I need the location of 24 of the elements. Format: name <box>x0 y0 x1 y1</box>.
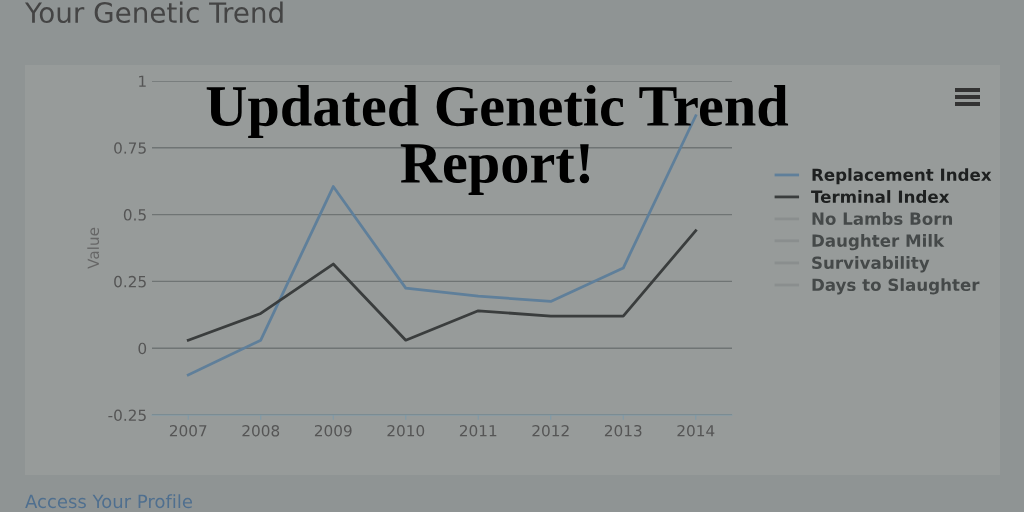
legend-label: Daughter Milk <box>812 234 945 251</box>
x-tick-label: 2014 <box>677 424 715 437</box>
legend-label: No Lambs Born <box>812 212 953 225</box>
annotation: Updated Genetic Trend Report! <box>206 85 789 195</box>
chart-title: Your Genetic Trend <box>24 1 283 24</box>
y-tick-label: 0.5 <box>123 209 146 221</box>
legend-label: Days to Slaughter <box>812 278 980 295</box>
legend-label: Replacement Index <box>812 168 992 185</box>
y-tick-label: 1 <box>139 75 146 87</box>
x-tick-label: 2009 <box>314 424 352 437</box>
y-tick-label: -0.25 <box>108 409 146 422</box>
x-tick-label: 2007 <box>169 424 207 437</box>
x-tick-label: 2011 <box>459 424 497 437</box>
y-tick-label: 0.25 <box>114 275 146 288</box>
legend-label: Survivability <box>812 256 930 273</box>
y-tick-label: 0 <box>138 342 147 355</box>
y-tick-label: 0.75 <box>114 142 146 154</box>
legend-label: Terminal Index <box>811 190 950 203</box>
x-tick-label: 2010 <box>387 424 425 437</box>
line-series <box>186 229 698 342</box>
text: Access Your Profile <box>25 494 193 509</box>
x-tick-label: 2008 <box>242 424 280 437</box>
x-tick-label: 2013 <box>604 424 642 437</box>
x-tick-label: 2012 <box>532 424 569 437</box>
